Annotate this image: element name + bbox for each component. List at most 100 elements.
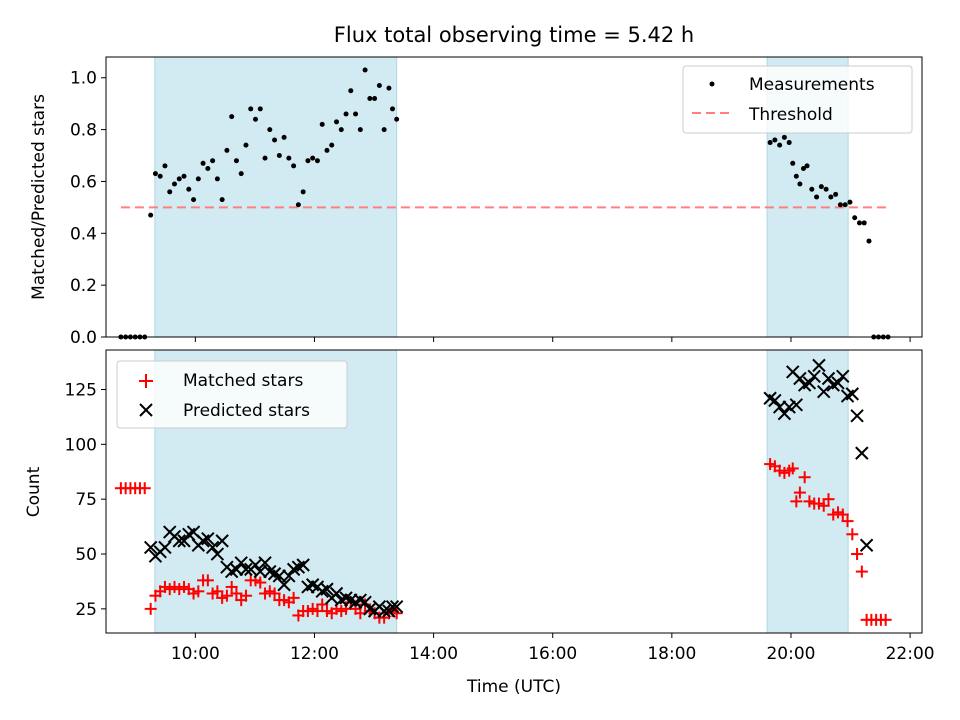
matched-star-point [211,585,224,598]
measurement-point [386,85,392,91]
measurement-point [319,121,325,127]
measurement-point [837,202,843,208]
predicted-star-point [172,534,186,548]
measurement-point [842,202,848,208]
predicted-star-point [143,540,158,555]
predicted-star-point [377,604,391,618]
bottom-y-ticks: 25 50 75 100 125 [65,380,106,620]
measurement-point [856,220,862,226]
predicted-star-point [802,376,817,390]
predicted-star-point [850,409,864,423]
measurement-point [238,171,244,177]
measurement-point [157,173,163,179]
measurement-point [809,186,815,192]
measurement-point [804,163,810,169]
measurement-point [389,106,395,112]
predicted-star-point [817,384,831,399]
measurement-point [248,106,254,112]
top-y-ticks: 0.0 0.2 0.4 0.6 0.8 1.0 [70,69,106,348]
measurement-point [372,95,378,101]
measurement-point [348,88,354,94]
predicted-star-point [859,538,874,552]
predicted-star-point [812,358,826,373]
y-tick-label: 75 [75,490,97,510]
legend-threshold-label: Threshold [748,105,833,125]
measurement-point [186,186,192,192]
measurement-point [200,160,206,166]
matched-star-point [239,589,252,602]
matched-star-point [851,548,864,561]
measurement-point [262,155,268,161]
legend-predicted-label: Predicted stars [183,401,310,421]
y-tick-label: 0.6 [70,172,97,192]
measurement-point [861,220,867,226]
bottom-shaded-band-1 [767,350,849,633]
x-tick-label: 22:00 [886,644,935,664]
measurement-point [295,202,301,208]
measurement-point [267,127,273,133]
predicted-star-point [836,369,850,384]
predicted-star-point [205,540,220,555]
y-tick-label: 100 [65,435,97,455]
measurement-point [793,173,799,179]
bottom-ylabel: Count [24,466,44,517]
measurement-point [777,142,783,148]
measurement-point [167,189,173,195]
top-legend: Measurements Threshold [682,65,913,134]
predicted-star-point [253,564,267,579]
predicted-star-point [831,376,845,390]
predicted-star-point [215,534,229,548]
predicted-star-point [389,599,404,614]
matched-star-point [220,589,233,602]
y-tick-label: 0.2 [70,276,97,296]
top-shaded-band-0 [154,57,397,337]
measurement-point [353,111,359,117]
matched-star-point [192,585,205,598]
measurement-point [162,163,168,169]
y-tick-label: 25 [75,600,97,620]
measurement-point [205,165,211,171]
measurement-point [214,176,220,182]
measurement-point [272,137,278,143]
legend-matched-marker [139,374,153,388]
measurement-point [219,197,225,203]
matched-star-point [817,499,830,512]
measurement-point [229,114,235,120]
predicted-star-point [201,531,215,546]
predicted-star-point [777,406,792,421]
legend-matched-label: Matched stars [183,371,303,391]
matched-star-point [201,574,214,587]
predicted-star-point [320,582,334,596]
y-tick-label: 0.4 [70,224,97,244]
bottom-legend-box [116,360,348,429]
matched-star-point [230,587,243,600]
measurement-point [797,181,803,187]
bottom-x-ticks: 10:00 12:00 14:00 16:00 18:00 20:00 22:00 [171,633,935,664]
matched-star-point [144,602,157,615]
measurement-point [362,67,368,73]
x-tick-label: 20:00 [766,644,815,664]
bottom-axes-frame [105,349,923,634]
predicted-star-point [210,547,225,561]
legend-measurements-label: Measurements [749,75,875,95]
matched-star-point [268,587,281,600]
measurement-point [852,215,858,221]
measurement-point [281,134,287,140]
measurement-point [866,238,872,244]
measurement-point [148,212,154,218]
measurement-point [300,189,306,195]
top-x-ticks [194,337,911,342]
x-tick-label: 16:00 [528,644,577,664]
y-tick-label: 0.8 [70,121,97,141]
measurement-point [781,134,787,140]
x-axis-label: Time (UTC) [466,677,561,697]
measurement-point [243,142,249,148]
measurement-point [833,191,839,197]
measurement-point [324,147,330,153]
measurement-point [257,106,263,112]
y-tick-label: 125 [65,380,97,400]
measurement-point [790,160,796,166]
predicted-star-point [855,446,869,460]
top-ylabel: Matched/Predicted stars [29,94,49,300]
